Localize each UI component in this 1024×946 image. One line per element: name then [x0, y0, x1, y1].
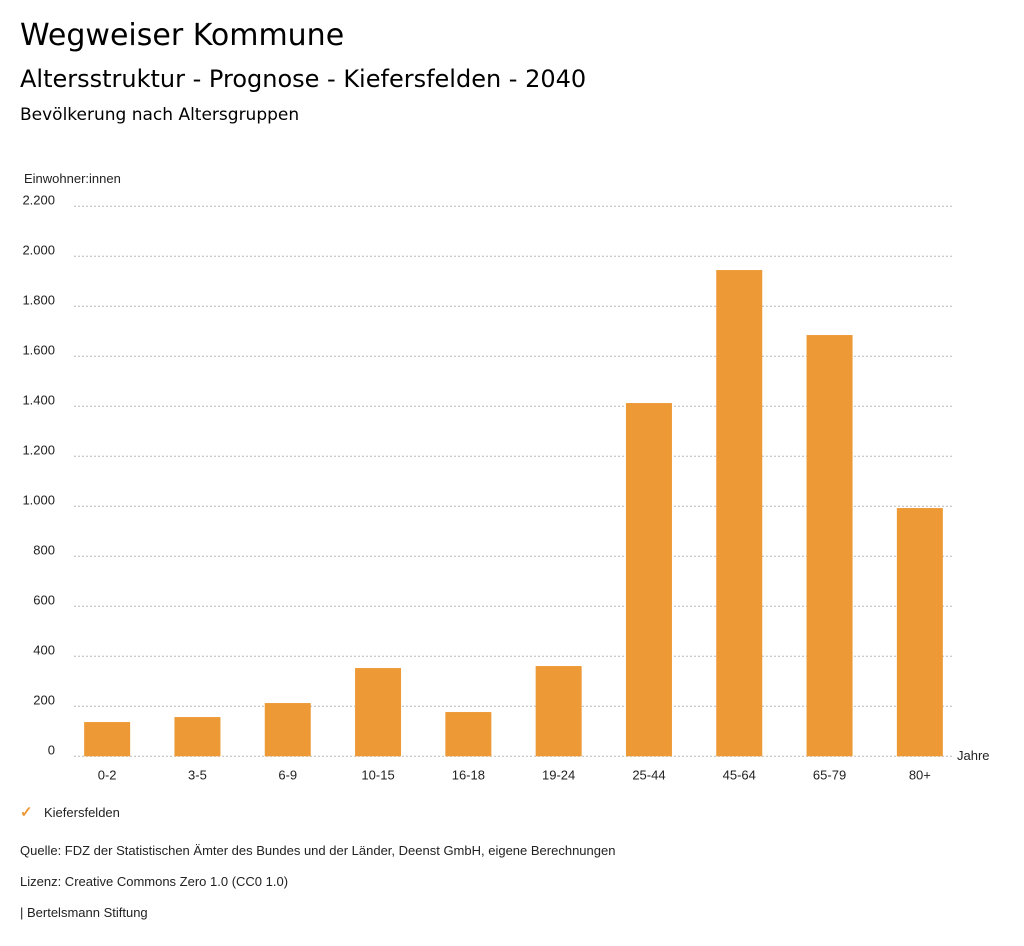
legend-item[interactable]: ✓ Kiefersfelden: [20, 803, 120, 821]
bar-19-24[interactable]: [535, 666, 582, 757]
x-tick-label: 80+: [909, 767, 931, 782]
bar-16-18[interactable]: [445, 712, 492, 757]
bar-25-44[interactable]: [625, 403, 672, 757]
source-note: Quelle: FDZ der Statistischen Ämter des …: [20, 843, 616, 858]
check-icon: ✓: [20, 804, 33, 821]
y-axis-label: Einwohner:innen: [24, 171, 121, 186]
y-tick-label: 800: [33, 542, 55, 557]
x-tick-label: 16-18: [452, 767, 485, 782]
y-tick-label: 200: [33, 692, 55, 707]
y-tick-label: 400: [33, 642, 55, 657]
y-tick-label: 1.400: [22, 392, 55, 407]
chart-subtitle: Altersstruktur - Prognose - Kiefersfelde…: [20, 65, 587, 93]
x-tick-label: 25-44: [632, 767, 665, 782]
x-tick-label: 19-24: [542, 767, 575, 782]
bar-45-64[interactable]: [716, 270, 763, 757]
x-tick-label: 65-79: [813, 767, 846, 782]
bar-80+[interactable]: [896, 508, 943, 757]
y-tick-label: 0: [48, 742, 55, 757]
x-tick-label: 6-9: [278, 767, 297, 782]
license-note: Lizenz: Creative Commons Zero 1.0 (CC0 1…: [20, 874, 289, 889]
bar-chart: 0 200 400 600 800 1.000 1.200 1.400 1.600 1.800 2.…: [22, 192, 990, 782]
bar-0-2[interactable]: [84, 722, 131, 757]
bar-65-79[interactable]: [806, 335, 853, 757]
page-title: Wegweiser Kommune: [20, 18, 345, 53]
y-tick-label: 600: [33, 592, 55, 607]
y-tick-label: 2.200: [22, 192, 55, 207]
x-tick-label: 45-64: [723, 767, 756, 782]
y-tick-label: 1.000: [22, 492, 55, 507]
chart-title: Bevölkerung nach Altersgruppen: [20, 105, 300, 125]
y-tick-label: 1.600: [22, 342, 55, 357]
y-tick-label: 1.800: [22, 292, 55, 307]
publisher-note: | Bertelsmann Stiftung: [20, 905, 148, 920]
x-tick-label: 10-15: [361, 767, 394, 782]
x-axis-ticks: 0-2 3-5 6-9 10-15 16-18 19-24 25-44 45-64 65-79 8…: [98, 767, 931, 782]
y-axis-ticks: 0 200 400 600 800 1.000 1.200 1.400 1.600 1.800 2.…: [22, 192, 55, 757]
x-axis-label: Jahre: [957, 748, 990, 763]
bar-3-5[interactable]: [174, 717, 221, 757]
y-tick-label: 2.000: [22, 242, 55, 257]
y-tick-label: 1.200: [22, 442, 55, 457]
bar-6-9[interactable]: [264, 703, 311, 757]
bars: [84, 270, 943, 757]
x-tick-label: 0-2: [98, 767, 117, 782]
legend-label: Kiefersfelden: [44, 804, 120, 820]
gridlines: [74, 205, 953, 757]
bar-10-15[interactable]: [355, 668, 402, 757]
x-tick-label: 3-5: [188, 767, 207, 782]
